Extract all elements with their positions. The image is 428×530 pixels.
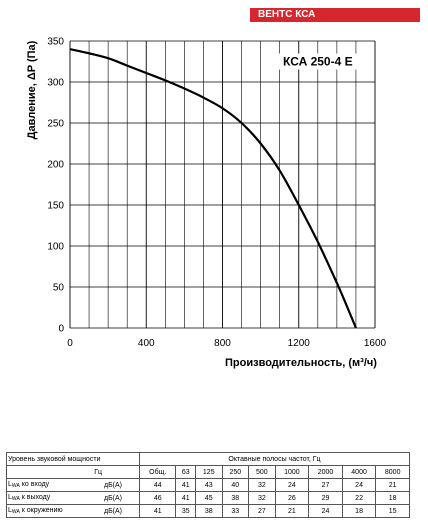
x-tick-label: 1600 [364, 338, 387, 349]
model-label-background [277, 53, 358, 70]
x-tick-label: 800 [214, 338, 231, 349]
table-cell: 27 [308, 478, 343, 492]
octave-header-cell: 2000 [308, 465, 343, 479]
table-hz-row: Гц Общ. 63 125 250 500 1000 2000 4000 8000 [6, 465, 410, 479]
octave-header-cell: 4000 [341, 465, 377, 479]
performance-chart: 0 400 800 1200 1600 0 50 100 150 200 250 300 350 КСА… [47, 37, 386, 350]
table-cell: 41 [138, 504, 177, 518]
row-unit: дБ(А) [103, 478, 140, 492]
table-cell: 21 [375, 478, 410, 492]
y-tick-label: 200 [47, 160, 64, 171]
octave-header-cell: 125 [194, 465, 223, 479]
table-cell: 24 [308, 504, 343, 518]
sound-power-table: Уровень звуковой мощности Октавные полос… [6, 452, 410, 518]
row-unit: дБ(А) [103, 504, 140, 518]
y-tick-label: 100 [47, 242, 64, 253]
hz-unit-blank [103, 465, 140, 479]
table-header-row: Уровень звуковой мощности Октавные полос… [6, 452, 410, 466]
table-cell: 38 [194, 504, 223, 518]
table-cell: 24 [274, 478, 310, 492]
table-cell: 27 [248, 504, 276, 518]
octave-header-cell: 8000 [375, 465, 410, 479]
chart-grid [69, 40, 376, 329]
table-body: LWA ко входу дБ(А) 44 41 43 40 32 24 27 24 21 LWA к… [6, 478, 410, 518]
x-axis-title: Производительность, (м³/ч) [225, 357, 377, 369]
octave-header-cell: 1000 [274, 465, 310, 479]
row-label: LWA ко входу [6, 478, 103, 492]
row-label: LWA к окружению [6, 504, 103, 518]
y-tick-label: 0 [58, 324, 64, 335]
table-cell: 41 [175, 491, 196, 505]
table-cell: 18 [375, 491, 410, 505]
table-cell: 15 [375, 504, 410, 518]
octave-header-cell: 500 [248, 465, 276, 479]
table-cell: 32 [248, 478, 276, 492]
table-cell: 40 [221, 478, 250, 492]
table-cell: 18 [341, 504, 377, 518]
table-cell: 46 [138, 491, 177, 505]
y-tick-label: 150 [47, 201, 64, 212]
table-cell: 32 [248, 491, 276, 505]
chart-ticks: 0 400 800 1200 1600 0 50 100 150 200 250 300 350 [47, 37, 386, 350]
row-unit: дБ(А) [103, 491, 140, 505]
table-row: LWA ко входу дБ(А) 44 41 43 40 32 24 27 24 21 [6, 478, 410, 492]
brand-banner: ВЕНТС КСА [250, 8, 420, 22]
table-cell: 29 [308, 491, 343, 505]
table-cell: 38 [221, 491, 250, 505]
octave-header-cell: Общ. [138, 465, 177, 479]
model-label: КСА 250-4 Е [283, 55, 353, 69]
table-cell: 45 [194, 491, 223, 505]
table-cell: 26 [274, 491, 310, 505]
x-tick-label: 1200 [288, 338, 311, 349]
table-cell: 43 [194, 478, 223, 492]
y-tick-label: 50 [53, 283, 65, 294]
table-cell: 24 [341, 478, 377, 492]
table-cell: 44 [138, 478, 177, 492]
table-title: Уровень звуковой мощности [6, 452, 140, 466]
table-cell: 22 [341, 491, 377, 505]
octave-header-cell: 63 [175, 465, 196, 479]
y-tick-label: 350 [47, 37, 64, 48]
y-tick-label: 250 [47, 119, 64, 130]
table-row: LWA к выходу дБ(А) 46 41 45 38 32 26 29 22 18 [6, 491, 410, 505]
table-cell: 21 [274, 504, 310, 518]
x-tick-label: 400 [138, 338, 155, 349]
chart-curve [69, 48, 357, 329]
table-cell: 35 [175, 504, 196, 518]
x-tick-label: 0 [67, 338, 73, 349]
table-cell: 33 [221, 504, 250, 518]
octave-title: Октавные полосы частот, Гц [139, 452, 410, 466]
octave-header-cell: 250 [221, 465, 250, 479]
row-label: LWA к выходу [6, 491, 103, 505]
pressure-curve [69, 48, 357, 329]
y-tick-label: 300 [47, 78, 64, 89]
hz-label: Гц [6, 465, 103, 479]
table-row: LWA к окружению дБ(А) 41 35 38 33 27 21 24 18 15 [6, 504, 410, 518]
y-axis-title: Давление, ΔP (Па) [26, 40, 38, 140]
table-cell: 41 [175, 478, 196, 492]
